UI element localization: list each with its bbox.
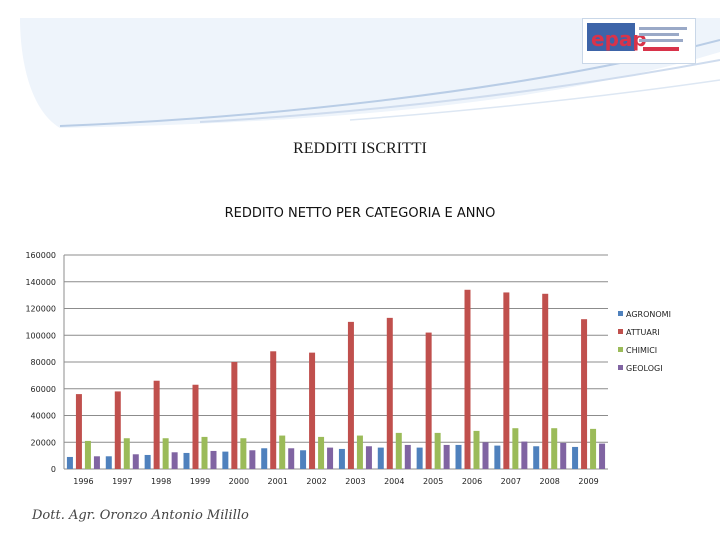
bar-chimici-2006 (473, 430, 480, 469)
x-tick-label: 2002 (306, 477, 326, 486)
banner-swirl-3 (349, 79, 720, 121)
epap-logo: epap (582, 18, 696, 64)
x-tick-label: 1998 (151, 477, 171, 486)
bar-agronomi-2001 (261, 448, 268, 469)
bar-geologi-2000 (249, 450, 256, 469)
y-tick-label: 140000 (25, 278, 56, 287)
bar-chimici-2003 (356, 435, 363, 469)
bar-chimici-2000 (240, 438, 247, 469)
bar-agronomi-2002 (300, 450, 307, 469)
legend-swatch-attuari (618, 329, 623, 334)
y-tick-label: 80000 (31, 358, 56, 367)
bar-chimici-2002 (318, 436, 325, 469)
legend-swatch-chimici (618, 347, 623, 352)
bar-geologi-2008 (560, 442, 567, 469)
x-tick-label: 2009 (578, 477, 598, 486)
bar-geologi-2005 (443, 444, 450, 469)
bar-agronomi-2009 (572, 446, 579, 469)
footer-author: Dott. Agr. Oronzo Antonio Milillo (32, 508, 249, 523)
x-tick-label: 2005 (423, 477, 443, 486)
bar-chimici-2008 (551, 428, 558, 469)
bar-attuari-2004 (386, 317, 393, 469)
bar-geologi-2007 (521, 441, 528, 469)
bar-attuari-2007 (503, 292, 510, 469)
x-tick-label: 2000 (229, 477, 249, 486)
bar-geologi-2003 (365, 446, 372, 469)
bar-geologi-2006 (482, 442, 489, 469)
bar-agronomi-1998 (144, 454, 151, 469)
bar-attuari-2009 (581, 319, 588, 469)
bar-agronomi-1999 (183, 452, 190, 469)
bar-geologi-1999 (210, 450, 217, 469)
bar-attuari-2002 (309, 352, 316, 469)
bar-chimici-2001 (279, 435, 286, 469)
bar-attuari-2005 (425, 332, 432, 469)
bar-agronomi-2004 (377, 447, 384, 469)
x-tick-label: 2004 (384, 477, 404, 486)
bar-attuari-2001 (270, 351, 277, 469)
x-tick-label: 2008 (540, 477, 560, 486)
bar-agronomi-2008 (533, 446, 540, 469)
bar-geologi-1997 (132, 454, 139, 469)
bar-attuari-1997 (114, 391, 121, 469)
y-tick-label: 0 (51, 465, 56, 474)
bar-agronomi-1997 (105, 456, 112, 469)
x-tick-label: 2003 (345, 477, 365, 486)
y-tick-label: 160000 (25, 251, 56, 260)
bar-attuari-2008 (542, 293, 549, 469)
bar-chimici-2005 (434, 432, 441, 469)
x-tick-label: 1997 (112, 477, 132, 486)
bar-chimici-1999 (201, 436, 208, 469)
bar-geologi-2002 (327, 447, 334, 469)
bar-attuari-1998 (153, 380, 160, 469)
legend-swatch-geologi (618, 365, 623, 370)
x-tick-label: 2006 (462, 477, 482, 486)
bar-agronomi-2006 (455, 444, 462, 469)
bar-chimici-1998 (162, 438, 169, 469)
legend-swatch-agronomi (618, 311, 623, 316)
bar-geologi-2001 (288, 448, 295, 469)
bar-geologi-2009 (599, 443, 606, 469)
x-tick-label: 2001 (268, 477, 288, 486)
x-tick-label: 1996 (73, 477, 93, 486)
y-tick-label: 40000 (31, 412, 56, 421)
slide-title: REDDITI ISCRITTI (293, 140, 427, 157)
y-tick-label: 120000 (25, 305, 56, 314)
bar-agronomi-2007 (494, 445, 501, 469)
y-tick-label: 20000 (31, 438, 56, 447)
bar-chart: 0 20000 40000 60000 80000 100000 120000 140000 1… (25, 251, 671, 486)
bar-attuari-2000 (231, 362, 238, 469)
banner-swirl-2 (199, 59, 720, 123)
legend-label-chimici: CHIMICI (626, 346, 657, 355)
bar-agronomi-2000 (222, 451, 229, 469)
bar-agronomi-1996 (66, 456, 73, 469)
bar-agronomi-2005 (416, 447, 423, 469)
bar-attuari-1996 (75, 394, 82, 469)
bar-chimici-1996 (84, 440, 91, 469)
bar-attuari-2006 (464, 289, 471, 469)
legend-label-attuari: ATTUARI (626, 328, 660, 337)
y-tick-label: 100000 (25, 331, 56, 340)
bar-chimici-1997 (123, 438, 130, 469)
bar-agronomi-2003 (338, 448, 345, 469)
x-tick-label: 1999 (190, 477, 210, 486)
banner-background (20, 18, 720, 128)
legend-label-geologi: GEOLOGI (626, 364, 663, 373)
x-tick-label: 2007 (501, 477, 521, 486)
bar-attuari-2003 (347, 321, 354, 469)
logo-text: epap (591, 27, 647, 51)
bar-attuari-1999 (192, 384, 199, 469)
chart-title: REDDITO NETTO PER CATEGORIA E ANNO (224, 206, 496, 221)
bar-chimici-2009 (590, 428, 597, 469)
bar-geologi-1998 (171, 452, 178, 469)
bar-chimici-2004 (395, 432, 402, 469)
bar-geologi-1996 (93, 456, 100, 469)
bar-geologi-2004 (404, 444, 411, 469)
y-tick-label: 60000 (31, 385, 56, 394)
legend-label-agronomi: AGRONOMI (626, 310, 671, 319)
bar-chimici-2007 (512, 428, 519, 469)
